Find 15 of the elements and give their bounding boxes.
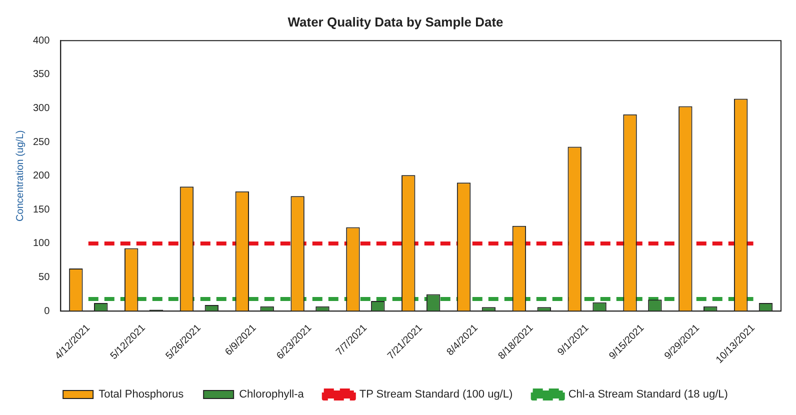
- y-tick-label: 100: [32, 238, 50, 250]
- y-tick-label: 300: [32, 102, 50, 114]
- legend-label: TP Stream Standard (100 ug/L): [359, 388, 513, 401]
- y-tick-label: 200: [32, 170, 50, 182]
- y-tick-label: 400: [32, 35, 50, 46]
- y-tick-label: 0: [44, 306, 50, 317]
- legend-label: Chlorophyll-a: [239, 388, 305, 401]
- y-tick-label: 250: [32, 136, 50, 148]
- y-tick-label: 50: [38, 272, 50, 284]
- y-axis-title: Concentration (ug/L): [14, 130, 26, 222]
- y-tick-label: 350: [32, 69, 50, 80]
- y-tick-label: 150: [32, 204, 50, 216]
- legend-label: Chl-a Stream Standard (18 ug/L): [568, 388, 728, 401]
- legend-label: Total Phosphorus: [98, 388, 184, 401]
- chart-title: Water Quality Data by Sample Date: [288, 14, 504, 30]
